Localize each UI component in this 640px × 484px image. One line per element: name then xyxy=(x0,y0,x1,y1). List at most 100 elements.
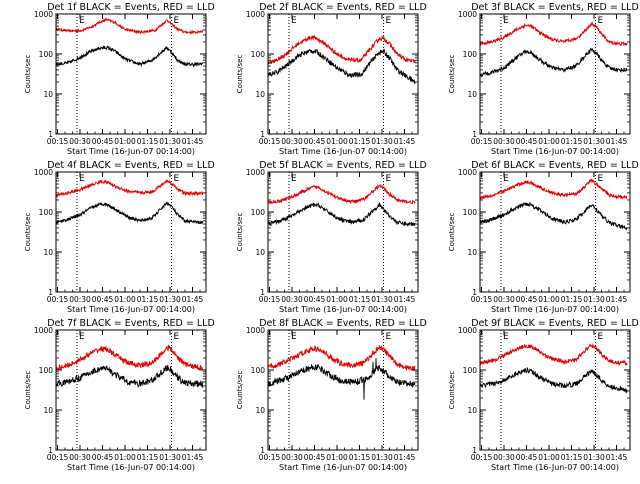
marker-label: E xyxy=(79,16,85,26)
x-tick-label: 01:45 xyxy=(606,137,628,146)
y-tick-label: 1000 xyxy=(34,326,53,335)
panel-title: Det 7f BLACK = Events, RED = LLD xyxy=(47,318,215,329)
x-tick-label: 00:15 xyxy=(259,453,281,462)
y-tick-label: 10 xyxy=(43,406,53,415)
x-tick-label: 01:00 xyxy=(326,295,348,304)
x-tick-label: 00:30 xyxy=(493,295,515,304)
x-tick-label: 01:30 xyxy=(371,137,393,146)
events-series-line xyxy=(55,45,204,68)
x-tick-label: 00:30 xyxy=(281,295,303,304)
marker-label: E xyxy=(386,174,392,184)
events-series-line xyxy=(267,48,416,85)
plot-frame xyxy=(479,329,631,451)
marker-label: E xyxy=(598,16,604,26)
x-tick-label: 00:15 xyxy=(47,295,69,304)
plot-frame xyxy=(55,329,207,451)
marker-label: E xyxy=(174,16,180,26)
y-tick-label: 1 xyxy=(260,130,265,139)
plot-frame xyxy=(55,171,207,293)
x-tick-label: 01:30 xyxy=(583,453,605,462)
lld-series-line xyxy=(479,178,628,200)
y-tick-label: 1000 xyxy=(458,326,477,335)
y-tick-label: 100 xyxy=(251,208,266,217)
y-axis-label: Counts/sec xyxy=(236,55,244,94)
marker-label: E xyxy=(174,332,180,342)
y-tick-label: 1 xyxy=(260,288,265,297)
x-tick-label: 01:45 xyxy=(394,295,416,304)
x-tick-label: 00:15 xyxy=(47,137,69,146)
y-axis-label: Counts/sec xyxy=(236,213,244,252)
y-tick-label: 10 xyxy=(43,248,53,257)
x-tick-label: 00:45 xyxy=(92,137,114,146)
marker-label: E xyxy=(503,16,509,26)
events-series-line xyxy=(55,364,204,389)
y-tick-label: 1000 xyxy=(34,10,53,19)
y-tick-label: 1 xyxy=(260,446,265,455)
x-axis-label: Start Time (16-Jun-07 00:14:00) xyxy=(67,147,195,156)
x-tick-label: 01:15 xyxy=(349,295,371,304)
events-series-line xyxy=(55,201,204,225)
x-tick-label: 01:45 xyxy=(182,295,204,304)
plot-frame xyxy=(479,171,631,293)
x-tick-label: 01:15 xyxy=(561,137,583,146)
events-series-line xyxy=(267,357,416,400)
x-axis-label: Start Time (16-Jun-07 00:14:00) xyxy=(491,463,619,472)
y-tick-label: 10 xyxy=(467,248,477,257)
x-tick-label: 00:15 xyxy=(471,137,493,146)
events-series-line xyxy=(267,202,416,227)
x-tick-label: 01:15 xyxy=(349,453,371,462)
x-tick-label: 00:45 xyxy=(516,137,538,146)
lld-series-line xyxy=(479,21,628,47)
y-tick-label: 100 xyxy=(39,366,54,375)
marker-label: E xyxy=(174,174,180,184)
y-tick-label: 100 xyxy=(39,208,54,217)
x-tick-label: 00:45 xyxy=(304,295,326,304)
marker-label: E xyxy=(503,174,509,184)
events-series-line xyxy=(479,201,628,232)
y-axis-label: Counts/sec xyxy=(24,213,32,252)
x-tick-label: 00:30 xyxy=(69,295,91,304)
x-tick-label: 00:30 xyxy=(69,137,91,146)
y-axis-label: Counts/sec xyxy=(24,55,32,94)
marker-label: E xyxy=(291,174,297,184)
panel-title: Det 2f BLACK = Events, RED = LLD xyxy=(259,2,427,13)
x-tick-label: 01:30 xyxy=(371,295,393,304)
x-tick-label: 01:30 xyxy=(159,453,181,462)
x-tick-label: 00:45 xyxy=(92,453,114,462)
x-tick-label: 01:45 xyxy=(394,137,416,146)
panel-title: Det 1f BLACK = Events, RED = LLD xyxy=(47,2,215,13)
x-axis-label: Start Time (16-Jun-07 00:14:00) xyxy=(279,147,407,156)
y-tick-label: 100 xyxy=(251,366,266,375)
y-tick-label: 10 xyxy=(255,406,265,415)
x-tick-label: 01:45 xyxy=(182,137,204,146)
panel-title: Det 3f BLACK = Events, RED = LLD xyxy=(471,2,639,13)
x-tick-label: 01:45 xyxy=(182,453,204,462)
x-tick-label: 01:00 xyxy=(538,453,560,462)
marker-label: E xyxy=(79,332,85,342)
plot-frame xyxy=(55,13,207,135)
x-tick-label: 01:00 xyxy=(114,137,136,146)
x-tick-label: 00:45 xyxy=(304,453,326,462)
marker-label: E xyxy=(291,332,297,342)
x-tick-label: 01:00 xyxy=(326,137,348,146)
y-tick-label: 1 xyxy=(472,446,477,455)
x-tick-label: 00:45 xyxy=(92,295,114,304)
marker-label: E xyxy=(598,174,604,184)
x-tick-label: 01:30 xyxy=(583,137,605,146)
lld-series-line xyxy=(55,343,204,372)
x-tick-label: 01:45 xyxy=(606,295,628,304)
plot-frame xyxy=(267,329,419,451)
x-tick-label: 01:15 xyxy=(349,137,371,146)
x-tick-label: 00:45 xyxy=(516,295,538,304)
y-tick-label: 1000 xyxy=(246,326,265,335)
lld-series-line xyxy=(267,183,416,205)
x-tick-label: 00:15 xyxy=(471,295,493,304)
x-tick-label: 00:30 xyxy=(493,137,515,146)
panel-title: Det 5f BLACK = Events, RED = LLD xyxy=(259,160,427,171)
